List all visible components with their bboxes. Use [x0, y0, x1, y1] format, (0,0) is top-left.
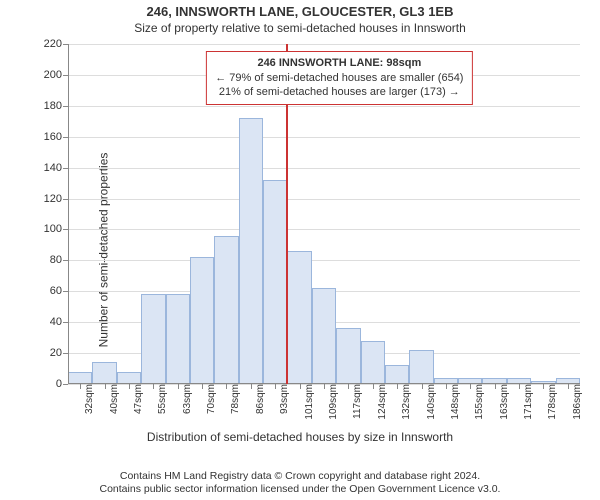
gridline: [68, 260, 580, 261]
y-tick-label: 140: [44, 162, 68, 174]
x-tick-label: 171sqm: [523, 384, 534, 420]
histogram-bar: [385, 365, 409, 384]
annotation-line: ← 79% of semi-detached houses are smalle…: [215, 71, 463, 86]
gridline: [68, 168, 580, 169]
y-tick-label: 180: [44, 100, 68, 112]
chart-title: 246, INNSWORTH LANE, GLOUCESTER, GL3 1EB: [0, 0, 600, 19]
x-tick-label: 155sqm: [474, 384, 485, 420]
x-tick-label: 55sqm: [157, 384, 168, 414]
gridline: [68, 199, 580, 200]
histogram-bar: [239, 118, 263, 384]
x-tick-label: 63sqm: [182, 384, 193, 414]
y-tick-label: 200: [44, 69, 68, 81]
histogram-bar: [312, 288, 336, 384]
x-tick-label: 70sqm: [206, 384, 217, 414]
y-tick-label: 40: [50, 316, 68, 328]
x-tick-label: 186sqm: [572, 384, 583, 420]
histogram-bar: [214, 236, 238, 384]
credit-line-2: Contains public sector information licen…: [0, 483, 600, 496]
x-tick-label: 140sqm: [426, 384, 437, 420]
x-tick-label: 32sqm: [84, 384, 95, 414]
y-tick-label: 0: [56, 378, 68, 390]
x-tick-label: 40sqm: [109, 384, 120, 414]
y-tick-label: 20: [50, 347, 68, 359]
histogram-bar: [287, 251, 311, 384]
y-tick-label: 160: [44, 131, 68, 143]
x-axis-label: Distribution of semi-detached houses by …: [0, 430, 600, 444]
gridline: [68, 106, 580, 107]
x-tick-label: 117sqm: [352, 384, 363, 419]
credit-line-1: Contains HM Land Registry data © Crown c…: [0, 470, 600, 483]
x-tick-label: 47sqm: [133, 384, 144, 414]
x-tick-label: 148sqm: [450, 384, 461, 420]
histogram-bar: [190, 257, 214, 384]
annotation-line: 21% of semi-detached houses are larger (…: [215, 85, 463, 100]
histogram-bar: [336, 328, 360, 384]
annotation-box: 246 INNSWORTH LANE: 98sqm← 79% of semi-d…: [206, 51, 472, 106]
chart-container: { "chart": { "type": "histogram", "title…: [0, 0, 600, 500]
x-tick-label: 163sqm: [499, 384, 510, 420]
histogram-bar: [92, 362, 116, 384]
x-tick-label: 132sqm: [401, 384, 412, 420]
x-tick-label: 78sqm: [230, 384, 241, 414]
histogram-bar: [263, 180, 287, 384]
x-tick-label: 93sqm: [279, 384, 290, 414]
plot-area: 02040608010012014016018020022032sqm40sqm…: [68, 44, 580, 384]
y-tick-label: 220: [44, 38, 68, 50]
x-tick-label: 124sqm: [377, 384, 388, 420]
histogram-bar: [361, 341, 385, 384]
histogram-bar: [409, 350, 433, 384]
credits: Contains HM Land Registry data © Crown c…: [0, 470, 600, 496]
gridline: [68, 137, 580, 138]
gridline: [68, 229, 580, 230]
x-tick-label: 86sqm: [255, 384, 266, 414]
y-tick-label: 80: [50, 254, 68, 266]
histogram-bar: [141, 294, 165, 384]
x-tick-label: 101sqm: [304, 384, 315, 420]
annotation-line: 246 INNSWORTH LANE: 98sqm: [215, 56, 463, 71]
x-tick-label: 109sqm: [328, 384, 339, 420]
x-tick-label: 178sqm: [547, 384, 558, 420]
gridline: [68, 44, 580, 45]
y-tick-label: 100: [44, 223, 68, 235]
histogram-bar: [166, 294, 190, 384]
y-tick-label: 120: [44, 193, 68, 205]
y-tick-label: 60: [50, 285, 68, 297]
chart-subtitle: Size of property relative to semi-detach…: [0, 19, 600, 35]
